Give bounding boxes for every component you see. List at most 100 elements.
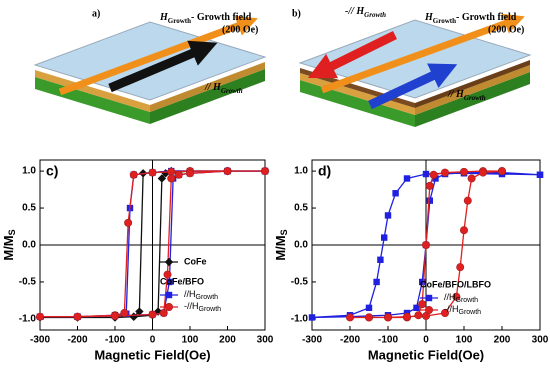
text: - Growth field: [191, 12, 252, 23]
point: [392, 190, 399, 197]
anti-label: -// HGrowth: [345, 6, 386, 18]
direction-arrow: [108, 40, 218, 93]
subscript: Growth: [364, 11, 386, 19]
symbol: // H: [447, 89, 465, 100]
subscript: Growth: [464, 94, 486, 102]
legend-label: -//HGrowth: [184, 301, 221, 312]
schematic-a: a) HGrowth- Growth field (200 Oe) // HGr…: [33, 8, 267, 124]
y-tick-label: 1.0: [22, 166, 36, 177]
point: [153, 307, 163, 316]
direction-label: // HGrowth: [204, 82, 243, 94]
subscript: Growth: [221, 87, 243, 95]
point: [174, 170, 183, 179]
point: [124, 218, 133, 227]
x-tick-label: -200: [67, 335, 87, 346]
y-tick-label: -0.5: [19, 277, 37, 288]
point: [120, 308, 129, 317]
legend-marker: [164, 257, 174, 267]
point: [414, 311, 423, 320]
point: [456, 263, 465, 272]
point: [467, 174, 476, 183]
field-label: HGrowth- Growth field: [159, 12, 252, 24]
point: [377, 256, 384, 263]
x-tick-label: -300: [30, 335, 50, 346]
legend-marker: [424, 305, 433, 314]
y-label-main: M/M: [1, 235, 16, 260]
subscript: Growth: [168, 17, 191, 25]
y-label-subscript: S: [7, 229, 17, 235]
symbol: // H: [204, 82, 222, 93]
x-tick-label: -200: [340, 335, 360, 346]
y-axis-label: M/MS: [273, 229, 289, 260]
legend-label: //HGrowth: [444, 292, 478, 303]
point: [308, 314, 316, 321]
legend-name: -//H: [184, 301, 199, 311]
legend-label: -//HGrowth: [444, 304, 481, 315]
point: [161, 169, 170, 178]
field-value: (200 Oe): [488, 24, 524, 35]
point: [148, 168, 157, 177]
growth-arrow: [320, 13, 525, 94]
legend-subscript: Growth: [199, 306, 222, 313]
point: [429, 170, 438, 179]
point: [452, 292, 461, 301]
slab-side: [150, 69, 265, 124]
x-tick-label: 300: [257, 335, 274, 346]
legend-label: //HGrowth: [184, 289, 218, 300]
field-value: (200 Oe): [222, 24, 258, 35]
point: [402, 312, 411, 321]
x-axis-label: Magnetic Field(Oe): [94, 347, 210, 362]
field-label: HGrowth- Growth field: [424, 12, 517, 24]
slab-layer: [415, 60, 530, 108]
y-axis-label: M/MS: [1, 229, 17, 260]
legend-title: CoFe/BFO/LBFO: [420, 279, 491, 289]
x-axis-label: Magnetic Field(Oe): [368, 347, 484, 362]
y-tick-label: 0.0: [294, 240, 308, 251]
panel-label: c): [46, 163, 58, 179]
point: [166, 278, 173, 286]
legend-name: //H: [184, 289, 196, 299]
y-tick-label: 0.5: [22, 203, 36, 214]
slab-layer: [35, 70, 150, 112]
legend-subscript: Growth: [459, 309, 482, 316]
point: [440, 168, 449, 177]
y-tick-label: -1.0: [19, 314, 37, 325]
direction-arrow: [368, 63, 458, 110]
point: [459, 167, 468, 176]
point: [35, 312, 44, 321]
point: [167, 174, 176, 183]
slab-layer: [150, 62, 265, 112]
subscript: Growth: [433, 17, 456, 25]
symbol: H: [159, 12, 169, 23]
slab-layer: [415, 65, 530, 115]
point: [111, 311, 120, 320]
point: [167, 167, 176, 176]
point: [345, 313, 354, 322]
symbol: H: [424, 12, 434, 23]
point: [135, 307, 144, 316]
panel-label: b): [292, 8, 301, 19]
point: [536, 171, 544, 178]
legend-marker: [165, 291, 173, 299]
growth-arrow: [58, 15, 258, 96]
x-tick-label: -300: [302, 335, 322, 346]
x-tick-label: 0: [423, 335, 429, 346]
x-tick-label: 100: [182, 335, 199, 346]
point: [421, 241, 430, 250]
legend-marker: [425, 294, 433, 302]
slab-layer: [300, 73, 415, 115]
point: [418, 300, 427, 309]
schematic-b: b) HGrowth- Growth field (200 Oe) -// HG…: [292, 6, 532, 127]
x-tick-label: 200: [494, 335, 511, 346]
legend-title: CoFe/BFO: [160, 276, 204, 286]
x-tick-label: 100: [456, 335, 473, 346]
symbol: -// H: [345, 6, 365, 17]
panel-label: a): [92, 8, 100, 19]
point: [73, 312, 82, 321]
legend-name: //H: [444, 292, 456, 302]
x-tick-label: -100: [378, 335, 398, 346]
point: [426, 197, 433, 204]
point: [129, 170, 138, 179]
